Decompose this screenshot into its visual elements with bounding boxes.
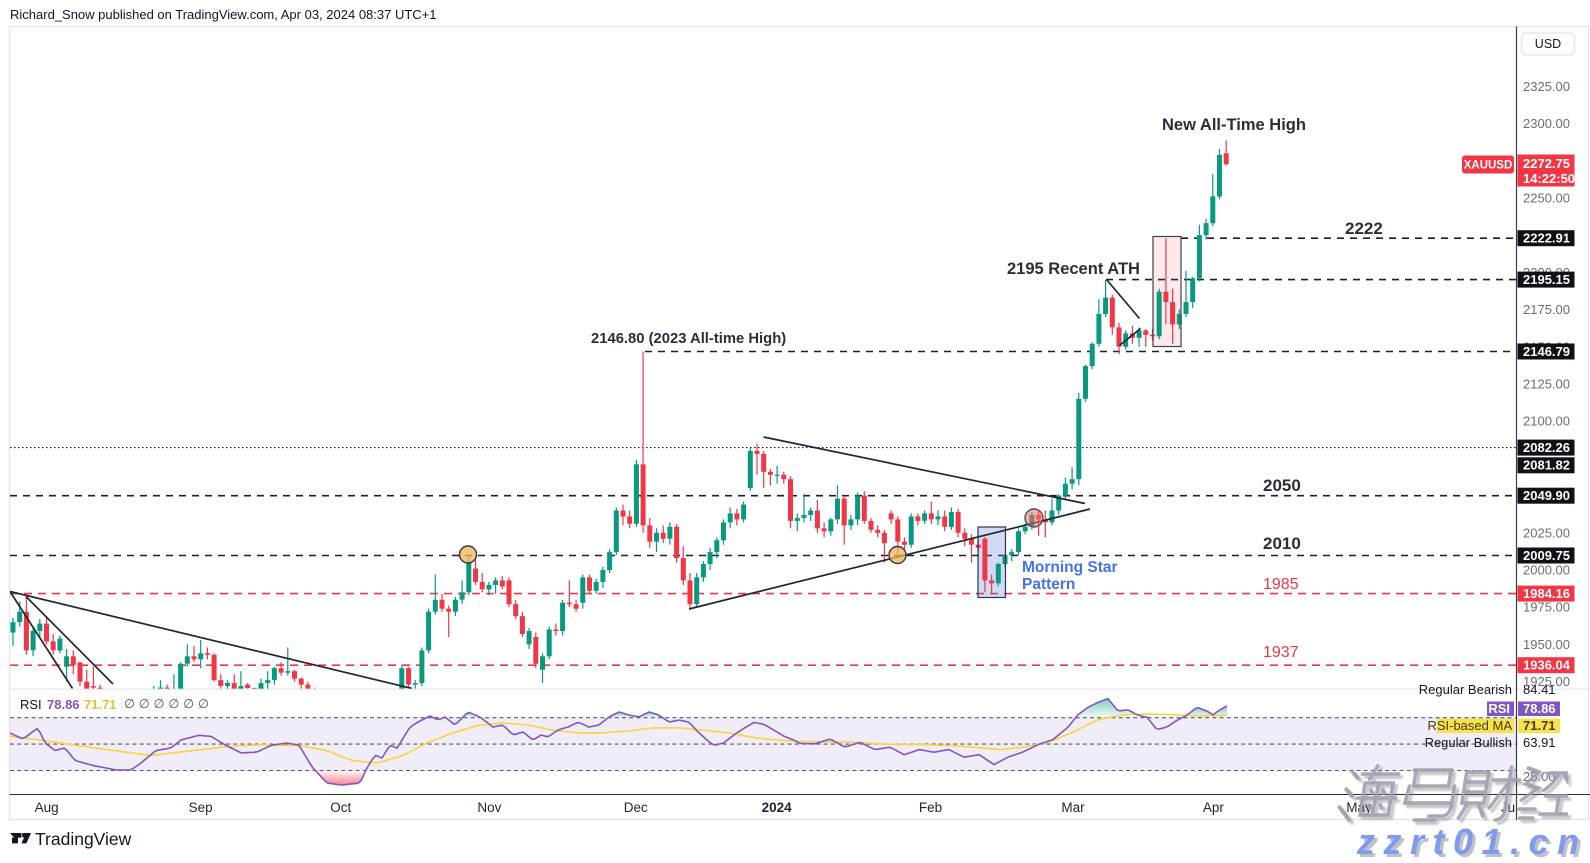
svg-text:71.71: 71.71 [84,697,117,712]
svg-text:Regular Bullish: Regular Bullish [1425,735,1512,750]
svg-text:1937: 1937 [1263,644,1299,661]
svg-text:Mar: Mar [1061,800,1085,815]
svg-text:78.86: 78.86 [47,697,80,712]
svg-text:XAUUSD: XAUUSD [1464,160,1513,172]
svg-text:63.91: 63.91 [1523,735,1556,750]
svg-text:Regular Bearish: Regular Bearish [1419,682,1512,697]
svg-text:∅: ∅ [168,697,179,711]
svg-text:2146.79: 2146.79 [1523,344,1570,359]
svg-text:2300.00: 2300.00 [1523,116,1570,131]
svg-text:2010: 2010 [1263,534,1301,553]
svg-text:RSI-based MA: RSI-based MA [1427,718,1512,733]
svg-text:1936.04: 1936.04 [1523,658,1571,673]
svg-text:2100.00: 2100.00 [1523,414,1570,429]
svg-text:2325.00: 2325.00 [1523,79,1570,94]
svg-text:2250.00: 2250.00 [1523,190,1570,205]
svg-text:Pattern: Pattern [1022,576,1075,593]
svg-text:2222: 2222 [1345,219,1383,238]
svg-text:2272.75: 2272.75 [1523,156,1570,171]
svg-text:Morning Star: Morning Star [1022,559,1118,576]
svg-text:New All-Time High: New All-Time High [1162,116,1306,134]
svg-text:May: May [1346,800,1372,815]
svg-text:78.86: 78.86 [1523,701,1556,716]
svg-text:2222.91: 2222.91 [1523,231,1570,246]
svg-text:∅: ∅ [124,697,135,711]
svg-text:Nov: Nov [477,800,501,815]
svg-text:∅: ∅ [183,697,194,711]
svg-text:2082.26: 2082.26 [1523,440,1570,455]
svg-text:2146.80 (2023 All-time High): 2146.80 (2023 All-time High) [591,331,786,347]
svg-text:1984.16: 1984.16 [1523,586,1570,601]
svg-text:2024: 2024 [762,800,793,815]
svg-text:2175.00: 2175.00 [1523,302,1570,317]
svg-text:1985: 1985 [1263,576,1299,593]
svg-text:RSI: RSI [20,697,42,712]
svg-text:2025.00: 2025.00 [1523,525,1570,540]
svg-text:Apr: Apr [1203,800,1225,815]
svg-text:∅: ∅ [139,697,150,711]
svg-text:∅: ∅ [198,697,209,711]
svg-text:Oct: Oct [330,800,351,815]
svg-text:2049.90: 2049.90 [1523,488,1570,503]
svg-text:Sep: Sep [189,800,213,815]
svg-text:1925.00: 1925.00 [1523,674,1570,689]
svg-text:2195.15: 2195.15 [1523,272,1570,287]
svg-text:Dec: Dec [624,800,648,815]
svg-text:USD: USD [1535,37,1561,51]
svg-text:2195 Recent ATH: 2195 Recent ATH [1007,260,1140,278]
svg-text:∅: ∅ [154,697,165,711]
svg-text:Richard_Snow published on Trad: Richard_Snow published on TradingView.co… [10,7,437,22]
svg-text:2009.75: 2009.75 [1523,548,1570,563]
svg-text:Feb: Feb [919,800,942,815]
svg-text:2081.82: 2081.82 [1523,457,1570,472]
svg-text:RSI: RSI [1488,701,1510,716]
svg-text:2000.00: 2000.00 [1523,563,1570,578]
svg-text:Aug: Aug [35,800,59,815]
svg-text:14:22:50: 14:22:50 [1523,171,1575,186]
svg-text:71.71: 71.71 [1523,718,1556,733]
svg-text:1950.00: 1950.00 [1523,637,1570,652]
svg-text:2125.00: 2125.00 [1523,377,1570,392]
svg-text:2050: 2050 [1263,476,1301,495]
svg-text:84.41: 84.41 [1523,682,1556,697]
svg-text:1975.00: 1975.00 [1523,600,1570,615]
svg-text:TradingView: TradingView [35,829,132,849]
